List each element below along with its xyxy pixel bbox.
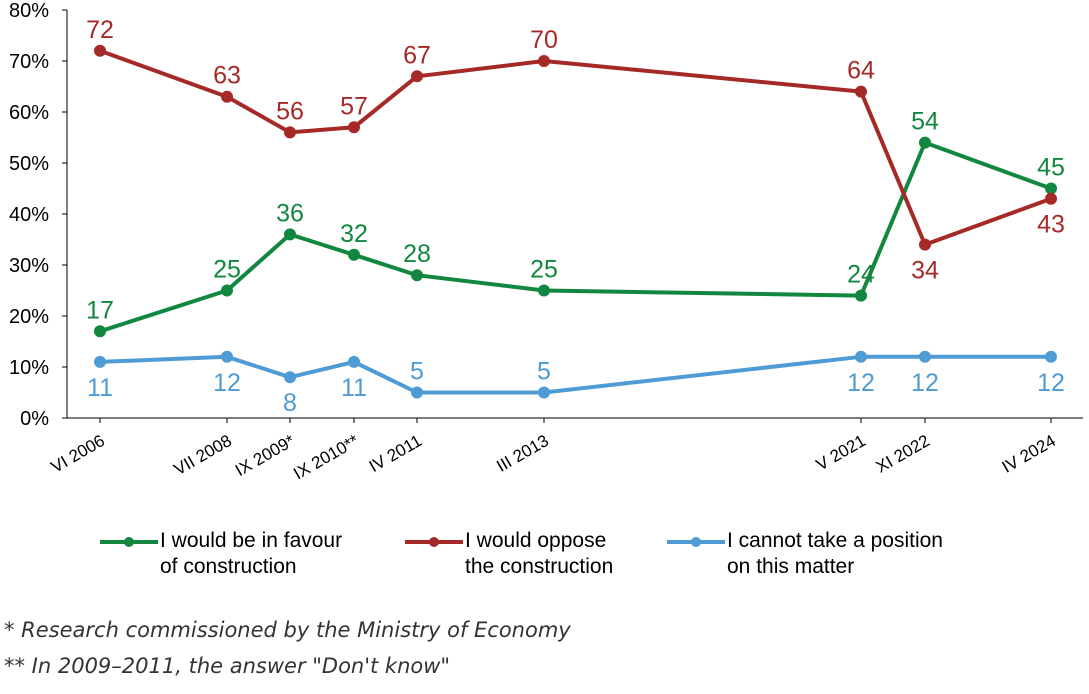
y-tick-label: 40% [9,204,49,226]
data-label: 5 [410,358,424,386]
data-label: 8 [283,389,297,417]
data-point [221,90,233,103]
legend-label-oppose: I would oppose the construction [465,529,614,578]
data-point [411,269,423,282]
footnotes: * Research commissioned by the Ministry … [4,612,571,684]
y-tick-label: 20% [9,306,49,328]
legend-item-no-position: I cannot take a position on this matter [667,528,997,580]
data-point [348,248,360,261]
x-tick-label: IX 2009* [232,431,298,480]
legend-swatch-favour [100,528,158,554]
data-label: 11 [87,374,113,402]
data-label: 34 [911,257,939,285]
data-label: 25 [213,256,241,284]
y-tick-label: 0% [20,408,49,430]
data-label: 54 [911,108,939,136]
data-point [538,386,550,399]
data-point [855,350,867,363]
series-line-0 [99,140,1052,334]
data-point [411,70,423,83]
data-label: 12 [213,369,241,397]
data-label: 56 [276,97,304,125]
x-tick-label: IV 2024 [999,431,1059,477]
data-label: 32 [340,220,368,248]
data-label: 12 [911,369,939,397]
y-tick-label: 70% [9,51,49,73]
footnote-2: ** In 2009–2011, the answer "Don't know" [4,654,451,678]
series-line-2 [99,354,1051,395]
data-point [919,350,931,363]
legend-swatch-no-position [667,528,725,554]
data-point [855,289,867,302]
data-point [1045,350,1057,363]
legend-item-favour: I would be in favour of construction [100,528,405,580]
x-tick-label: III 2013 [493,431,552,476]
data-label: 11 [341,374,367,402]
x-tick-label: XI 2022 [873,431,933,477]
data-point [855,85,867,98]
legend-item-oppose: I would oppose the construction [405,528,667,580]
data-label: 24 [847,261,875,289]
data-point [94,44,106,57]
x-tick-label: IX 2010** [290,431,362,484]
data-label: 12 [1037,369,1065,397]
data-label: 57 [340,92,368,120]
x-tick-label: VI 2006 [48,431,108,477]
data-point [284,228,296,241]
x-tick-label: VII 2008 [171,431,235,479]
data-point [284,371,296,384]
legend-swatch-oppose [405,528,463,554]
data-point [348,121,360,134]
y-tick-label: 30% [9,255,49,277]
data-label: 36 [276,199,304,227]
data-point [538,55,550,67]
data-label: 70 [530,26,558,54]
legend-label-no-position: I cannot take a position on this matter [727,529,943,578]
data-point [919,136,931,149]
data-label: 12 [847,369,875,397]
data-point [538,284,550,297]
data-label: 5 [537,358,551,386]
data-label: 64 [847,57,875,85]
y-tick-label: 60% [9,102,49,124]
chart-legend: I would be in favour of construction I w… [100,528,997,580]
data-point [1045,192,1057,205]
data-label: 45 [1037,154,1065,182]
data-label: 63 [213,62,241,90]
data-label: 72 [86,16,114,44]
data-label: 25 [530,256,558,284]
data-point [348,355,360,368]
y-tick-label: 80% [9,0,49,22]
data-point [221,350,233,363]
line-chart: 0% 10% 20% 30% 40% 50% 60% 70% 80% VI 2006 VII 200… [9,0,1083,484]
y-tick-label: 10% [9,357,49,379]
y-tick-label: 50% [9,153,49,175]
data-label: 17 [86,296,114,324]
footnote-1: * Research commissioned by the Ministry … [4,618,571,642]
data-label: 28 [403,240,431,268]
data-point [919,238,931,251]
series-line-1 [99,48,1052,247]
data-label: 43 [1037,211,1065,239]
x-tick-label: IV 2011 [366,431,425,476]
data-point [284,126,296,139]
data-point [221,284,233,297]
x-tick-label: V 2021 [813,431,869,474]
data-point [411,386,423,399]
data-label: 67 [403,41,431,69]
legend-label-favour: I would be in favour of construction [160,529,343,578]
data-point [1045,182,1057,195]
data-point [94,355,106,368]
data-point [94,325,106,338]
